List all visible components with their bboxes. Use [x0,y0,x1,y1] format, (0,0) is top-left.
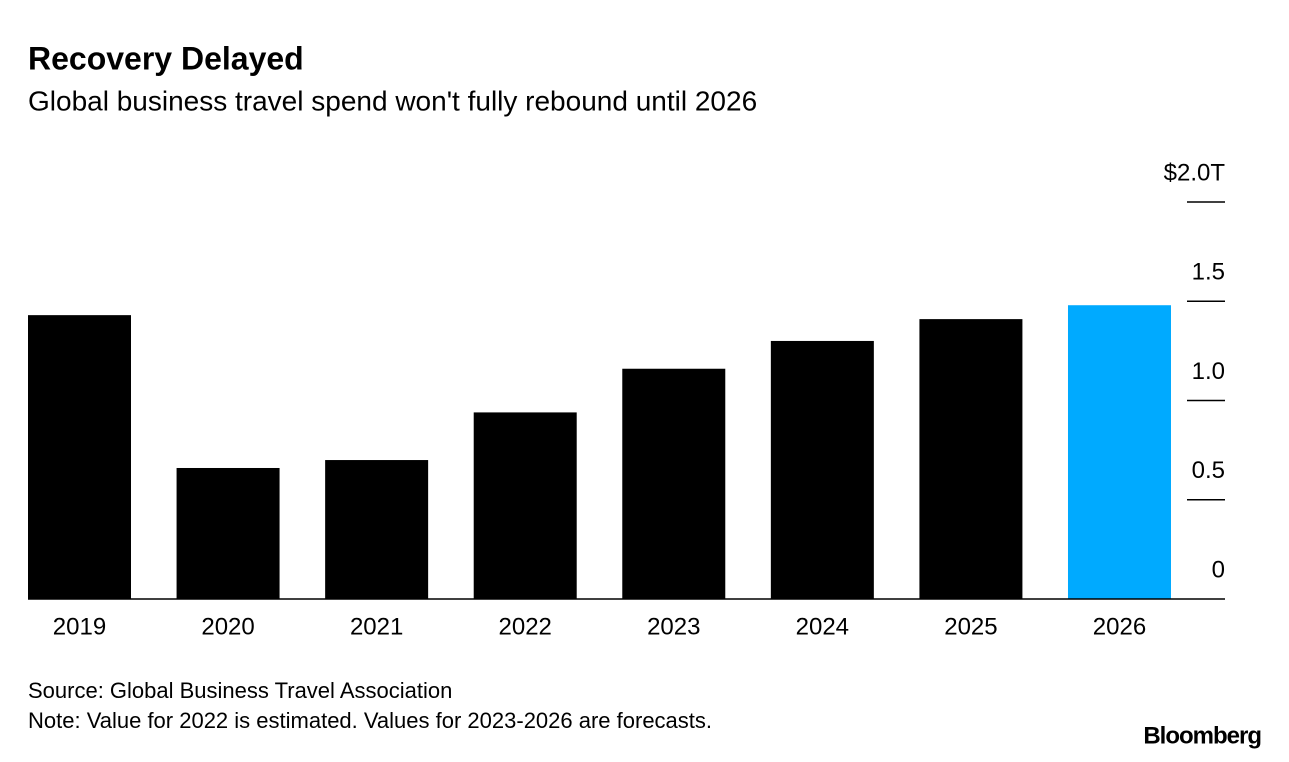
x-tick-label: 2022 [499,613,552,640]
branding: Bloomberg [1143,722,1261,749]
bar [919,319,1023,599]
x-tick-label: 2019 [53,613,106,640]
bar [176,467,280,599]
x-tick-label: 2021 [350,613,403,640]
source: Source: Global Business Travel Associati… [28,678,452,703]
bar [325,460,429,599]
bar [28,315,131,599]
bar [473,412,577,599]
x-tick-label: 2026 [1093,613,1146,640]
bar [1067,305,1171,599]
chart-subtitle: Global business travel spend won't fully… [28,85,757,116]
y-tick-label: 0.5 [1192,457,1225,484]
y-tick-label: $2.0T [1164,159,1226,186]
chart-title: Recovery Delayed [28,40,304,76]
note: Note: Value for 2022 is estimated. Value… [28,708,712,733]
bar [622,368,726,599]
x-tick-label: 2024 [796,613,849,640]
y-tick-label: 0 [1212,556,1225,583]
bar [770,340,874,599]
x-tick-label: 2023 [647,613,700,640]
y-tick-label: 1.0 [1192,358,1225,385]
x-tick-label: 2025 [944,613,997,640]
y-tick-label: 1.5 [1192,259,1225,286]
x-tick-label: 2020 [201,613,254,640]
